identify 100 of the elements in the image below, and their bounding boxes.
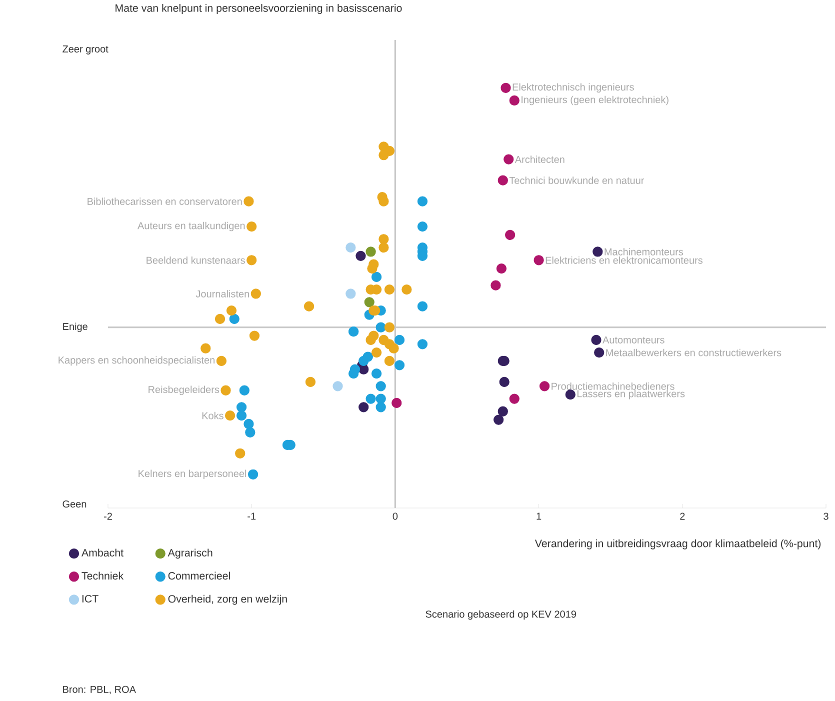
annotation: Elektriciens en elektronicamonteurs: [546, 256, 703, 264]
annotation: Productiemachinebedieners: [552, 382, 674, 390]
point: [534, 255, 544, 266]
point: [504, 154, 514, 164]
point: [366, 334, 376, 346]
point: [498, 175, 508, 186]
annotation: Ingenieurs (geen elektrotechniek): [522, 96, 668, 106]
x-tick-label: -2: [104, 512, 112, 520]
point: [226, 305, 237, 316]
point: [496, 263, 507, 274]
point: [498, 406, 508, 416]
point: [246, 221, 257, 232]
point: [246, 255, 257, 266]
point: [378, 234, 389, 244]
point: [305, 376, 316, 388]
point: [592, 246, 603, 257]
point: [371, 368, 382, 379]
annotation: Bibliothecarissen en conservatoren: [88, 198, 242, 205]
point: [371, 347, 382, 358]
point: [346, 288, 356, 299]
point: [499, 376, 510, 388]
point: [332, 381, 343, 392]
point: [216, 356, 227, 366]
point: [358, 402, 369, 412]
annotation: Metaalbewerkers en constructiewerkers: [606, 348, 782, 356]
point: [364, 297, 374, 308]
annotation: Technici bouwkunde en natuur: [509, 176, 644, 184]
point: [244, 196, 254, 206]
ref-line-label: Enige: [63, 322, 88, 332]
point: [394, 334, 405, 346]
legend-label: Commercieel: [168, 572, 230, 580]
point: [239, 385, 250, 396]
annotation: Elektrotechnisch ingenieurs: [512, 83, 634, 93]
point: [417, 301, 428, 312]
point: [388, 343, 399, 354]
point: [249, 330, 260, 341]
point: [236, 402, 247, 412]
x-tick-label: 0: [392, 512, 398, 520]
point: [591, 334, 602, 346]
legend-label: Techniek: [82, 572, 124, 580]
legend-label: Agrarisch: [168, 548, 212, 559]
annotation: Journalisten: [196, 290, 249, 298]
point: [509, 394, 520, 404]
legend-label: Ambacht: [81, 548, 124, 557]
point: [376, 322, 386, 332]
text: Bron: PBL, ROA: [63, 686, 136, 694]
x-tick-label: 2: [680, 512, 685, 520]
point: [417, 221, 428, 232]
annotation: Kelners en barpersoneel: [138, 470, 246, 480]
text: Scenario gebaseerd op KEV 2019: [426, 610, 576, 620]
point: [224, 410, 236, 421]
point: [490, 280, 501, 290]
point: [378, 242, 389, 253]
x-tick-label: 1: [536, 512, 542, 520]
point: [378, 150, 389, 160]
annotation: Beeldend kunstenaars: [146, 256, 245, 264]
annotation: Architecten: [514, 156, 564, 163]
point: [500, 82, 511, 93]
point: [245, 427, 256, 438]
text: Zeer groot: [62, 46, 108, 54]
point: [417, 196, 428, 206]
point: [358, 356, 369, 366]
point: [366, 394, 376, 404]
legend-label: ICT: [82, 594, 98, 603]
x-tick-label: -1: [248, 512, 256, 520]
point: [248, 469, 258, 480]
point: [229, 314, 240, 324]
x-tick-label: 3: [824, 512, 828, 520]
point: [384, 322, 395, 332]
annotation: Kappers en schoonheidspecialisten: [58, 356, 214, 366]
point: [494, 414, 504, 425]
point: [594, 347, 604, 358]
point: [346, 242, 356, 253]
annotation: Koks: [202, 412, 224, 420]
point: [378, 196, 389, 206]
point: [402, 284, 412, 295]
point: [220, 385, 231, 396]
point: [417, 339, 428, 350]
annotation: Lassers en plaatwerkers: [577, 390, 685, 400]
point: [236, 410, 247, 421]
point: [200, 343, 211, 354]
point: [565, 390, 576, 400]
point: [376, 381, 386, 392]
point: [371, 272, 382, 282]
chart-title: Mate van knelpunt in personeelsvoorziening in basisscenario: [116, 4, 402, 14]
annotation: Auteurs en taalkundigen: [138, 222, 245, 232]
point: [392, 398, 402, 408]
point: [384, 356, 395, 366]
point: [384, 284, 395, 295]
point: [509, 95, 520, 106]
annotation: Automonteurs: [602, 336, 664, 344]
annotation: Reisbegeleiders: [148, 386, 220, 396]
point: [394, 360, 405, 370]
point: [304, 301, 314, 312]
point: [250, 288, 261, 299]
text: Geen: [62, 500, 86, 508]
point: [539, 381, 550, 392]
point: [366, 246, 376, 257]
point: [356, 250, 366, 262]
point: [214, 314, 226, 324]
